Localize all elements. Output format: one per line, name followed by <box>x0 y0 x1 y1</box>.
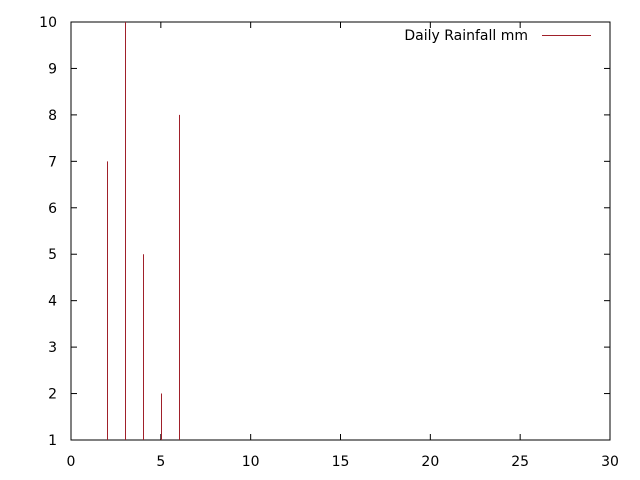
data-series <box>107 22 180 440</box>
y-tick-label: 7 <box>48 154 57 170</box>
x-axis: 0 5 10 15 20 25 30 <box>67 22 619 470</box>
x-tick-label: 30 <box>601 454 619 470</box>
legend: Daily Rainfall mm <box>404 28 591 44</box>
y-tick-label: 4 <box>48 294 57 310</box>
y-tick-label: 6 <box>48 201 57 217</box>
x-tick-label: 5 <box>156 454 165 470</box>
y-tick-label: 3 <box>48 340 57 356</box>
y-axis: 1 2 3 4 5 6 7 8 9 10 <box>39 15 610 449</box>
x-tick-label: 10 <box>242 454 260 470</box>
y-tick-label: 10 <box>39 15 57 31</box>
y-tick-label: 2 <box>48 387 57 403</box>
plot-frame <box>70 21 611 441</box>
legend-label: Daily Rainfall mm <box>404 28 528 44</box>
x-tick-label: 20 <box>421 454 439 470</box>
y-tick-label: 1 <box>48 433 57 449</box>
y-tick-label: 5 <box>48 247 57 263</box>
y-tick-label: 9 <box>48 61 57 77</box>
x-tick-label: 0 <box>67 454 76 470</box>
x-tick-label: 15 <box>332 454 350 470</box>
y-tick-label: 8 <box>48 108 57 124</box>
x-tick-label: 25 <box>511 454 529 470</box>
